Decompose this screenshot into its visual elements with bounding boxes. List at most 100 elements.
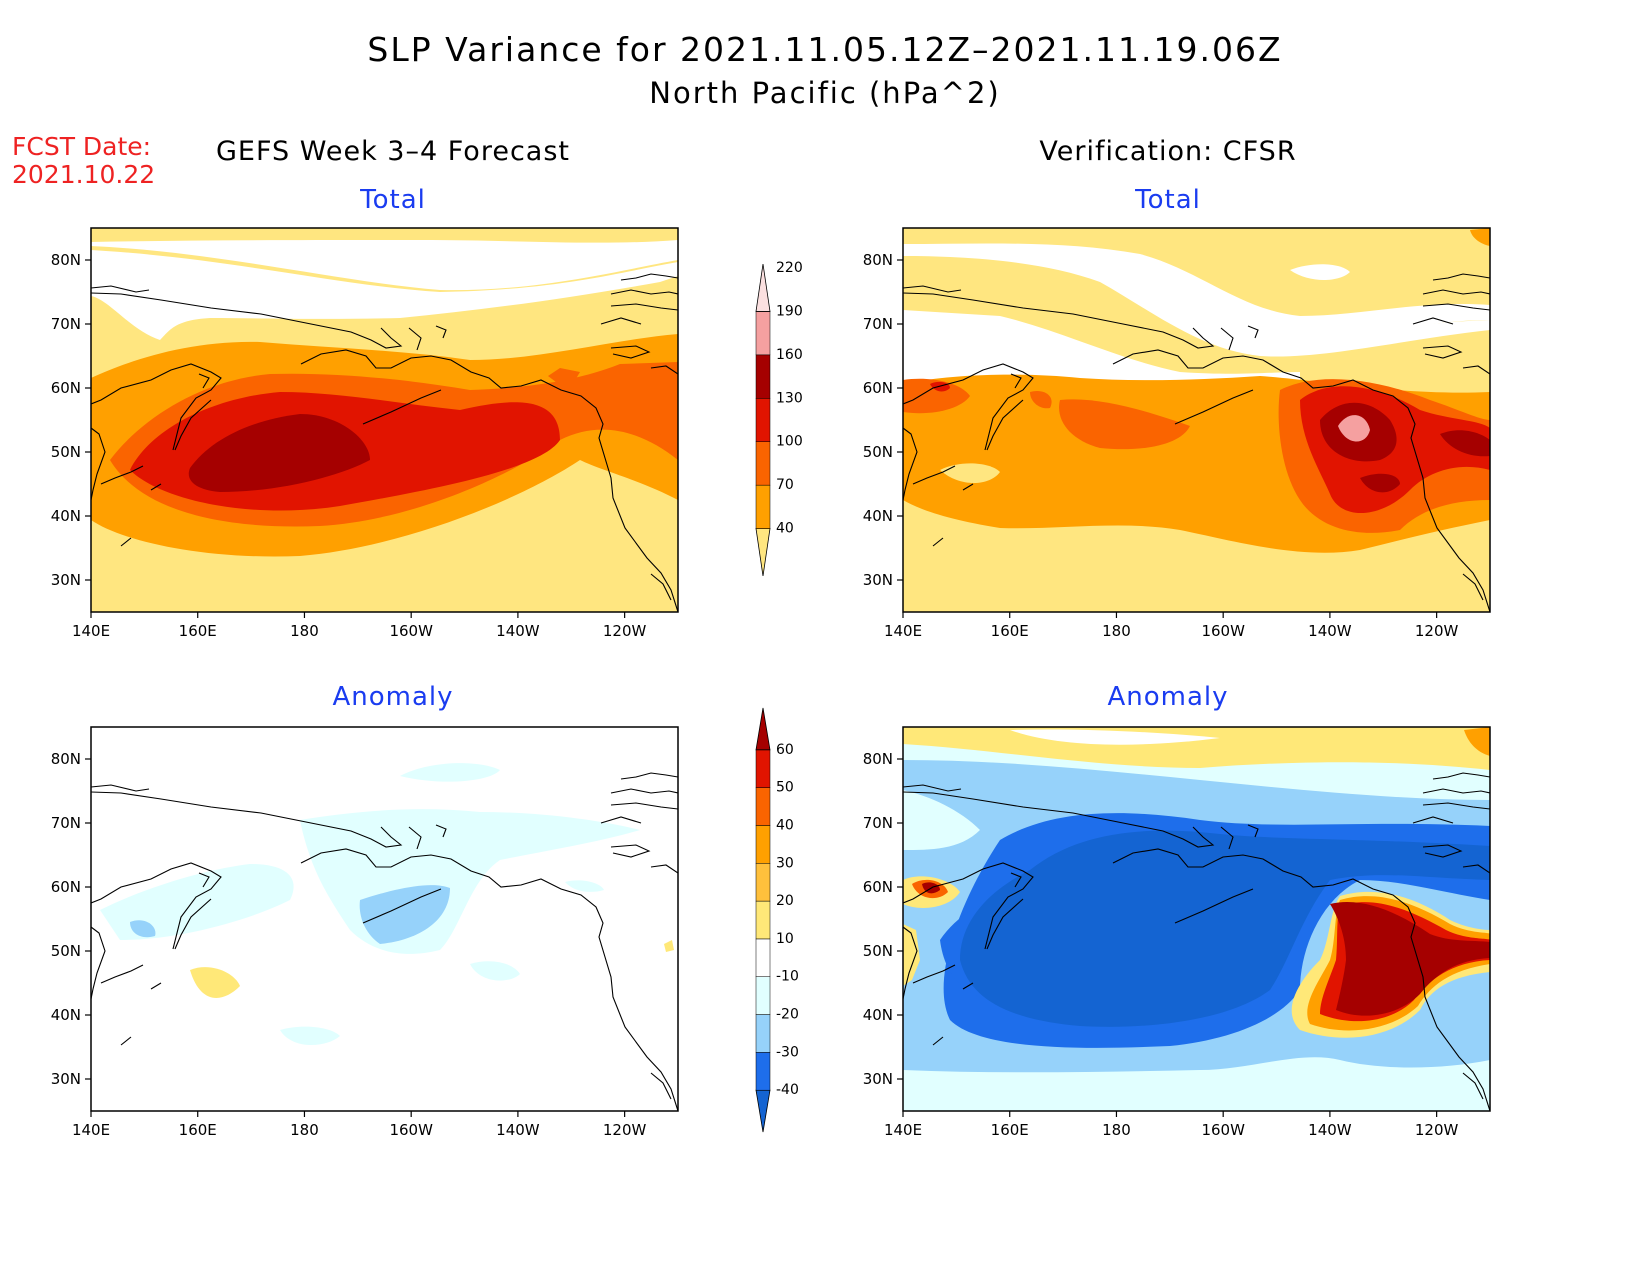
colorbar-label: -40 xyxy=(776,1082,799,1098)
coastline-segment xyxy=(91,784,150,792)
coastline-segment xyxy=(912,964,956,984)
coastline-segment xyxy=(610,345,651,359)
coastline-segment xyxy=(1432,772,1490,780)
coastline-segment xyxy=(903,862,1034,950)
x-tick-label: 180 xyxy=(290,1121,319,1139)
y-tick-label: 80N xyxy=(863,750,893,768)
coastline-segment xyxy=(408,327,422,351)
y-tick-label: 30N xyxy=(51,1070,81,1088)
frame-verification-anomaly xyxy=(902,726,1491,1112)
x-tick-label: 160E xyxy=(179,1121,217,1139)
coastline-segment xyxy=(932,537,944,547)
colorbar-swatch xyxy=(755,398,771,442)
colorbar-swatch xyxy=(755,484,771,529)
colorbar-swatch xyxy=(755,1052,771,1091)
coastline-segment xyxy=(1422,844,1463,858)
y-tick-label: 60N xyxy=(51,878,81,896)
colorbar-swatch xyxy=(755,311,771,356)
colorbar-swatch xyxy=(755,441,771,486)
x-tick-label: 160E xyxy=(179,622,217,640)
coastline-segment xyxy=(1174,389,1254,425)
y-tick-label: 30N xyxy=(863,571,893,589)
x-tick-label: 120W xyxy=(603,1121,647,1139)
x-tick-label: 120W xyxy=(603,622,647,640)
coastline-segment xyxy=(91,791,403,848)
coastline-segment xyxy=(650,864,678,874)
frame-verification-total xyxy=(902,227,1491,613)
coastline-segment xyxy=(1247,325,1259,339)
colorbar-swatch xyxy=(755,863,771,902)
y-tick-label: 50N xyxy=(863,942,893,960)
colorbar-label: 160 xyxy=(776,347,803,363)
main-subtitle: North Pacific (hPa^2) xyxy=(649,76,1001,110)
panel-forecast-anomaly xyxy=(91,727,678,1111)
coastline-segment xyxy=(300,349,678,612)
coastline-segment xyxy=(903,427,918,501)
coastline-segment xyxy=(100,964,144,984)
x-tick-label: 140E xyxy=(884,1121,922,1139)
colorbar-label: 40 xyxy=(776,521,794,537)
x-tick-label: 160W xyxy=(1201,622,1245,640)
x-tick-label: 180 xyxy=(1102,622,1131,640)
colorbar-label: 220 xyxy=(776,260,803,276)
coastline-segment xyxy=(986,898,1024,950)
coastline-segment xyxy=(91,363,222,451)
coastline-segment xyxy=(620,772,678,780)
colorbar-label: 20 xyxy=(776,893,794,909)
colorbar-label: 70 xyxy=(776,477,794,493)
y-tick-label: 60N xyxy=(863,878,893,896)
coastline-segment xyxy=(100,465,144,485)
fcst-date-value: 2021.10.22 xyxy=(12,160,156,189)
colorbar-swatch xyxy=(755,825,771,864)
x-tick-label: 140E xyxy=(72,622,110,640)
panel-label-verification-anomaly: Anomaly xyxy=(1107,682,1229,712)
x-tick-label: 160W xyxy=(389,1121,433,1139)
colorbar-swatch xyxy=(755,749,771,788)
colorbar-label: -10 xyxy=(776,969,799,985)
colorbar-swatch xyxy=(755,1014,771,1053)
coastline-segment xyxy=(362,389,442,425)
x-tick-label: 140W xyxy=(1308,1121,1352,1139)
y-tick-label: 40N xyxy=(863,1006,893,1024)
panel-label-forecast-total: Total xyxy=(360,185,426,215)
coastline-segment xyxy=(1220,826,1234,850)
coastline-segment xyxy=(1432,273,1490,281)
x-tick-label: 140W xyxy=(496,622,540,640)
coastline-segment xyxy=(1422,788,1490,794)
coastline-segment xyxy=(120,1036,132,1046)
coastline-segment xyxy=(912,465,956,485)
coastline-segment xyxy=(362,888,442,924)
coastline-segment xyxy=(903,926,918,1000)
x-tick-label: 120W xyxy=(1415,622,1459,640)
coastline-segment xyxy=(91,427,106,501)
coastline-segment xyxy=(1412,317,1454,325)
coastline-segment xyxy=(986,399,1024,451)
colorbar-label: 10 xyxy=(776,931,794,947)
y-tick-label: 50N xyxy=(863,443,893,461)
colorbar-label: 100 xyxy=(776,434,803,450)
y-tick-label: 70N xyxy=(863,814,893,832)
colorbar-label: 60 xyxy=(776,742,794,758)
colorbar-swatch xyxy=(755,1089,771,1133)
coastline-segment xyxy=(903,292,1215,349)
coastline-segment xyxy=(932,1036,944,1046)
coastline-segment xyxy=(1220,327,1234,351)
x-tick-label: 140W xyxy=(496,1121,540,1139)
coastline-segment xyxy=(1422,802,1490,810)
panel-label-forecast-anomaly: Anomaly xyxy=(332,682,454,712)
coastline-segment xyxy=(962,982,974,990)
x-tick-label: 160W xyxy=(389,622,433,640)
x-tick-label: 120W xyxy=(1415,1121,1459,1139)
colorbar-label: 50 xyxy=(776,780,794,796)
column-title-forecast: GEFS Week 3–4 Forecast xyxy=(215,136,570,167)
coastline-segment xyxy=(91,292,403,349)
coastline-segment xyxy=(91,926,106,1000)
y-tick-label: 40N xyxy=(863,507,893,525)
y-tick-label: 80N xyxy=(51,750,81,768)
panel-verification-anomaly xyxy=(903,727,1490,1111)
colorbar-swatch xyxy=(755,528,771,577)
panel-forecast-total xyxy=(91,228,678,612)
coastline-segment xyxy=(435,325,447,339)
y-tick-label: 80N xyxy=(51,251,81,269)
